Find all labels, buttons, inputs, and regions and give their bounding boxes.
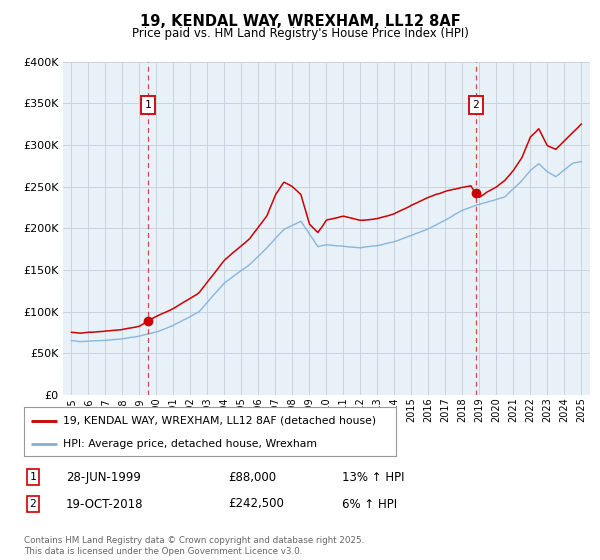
Text: 13% ↑ HPI: 13% ↑ HPI (342, 470, 404, 484)
Text: 6% ↑ HPI: 6% ↑ HPI (342, 497, 397, 511)
Text: 1: 1 (145, 100, 151, 110)
Text: 2: 2 (473, 100, 479, 110)
Text: Price paid vs. HM Land Registry's House Price Index (HPI): Price paid vs. HM Land Registry's House … (131, 27, 469, 40)
Text: 28-JUN-1999: 28-JUN-1999 (66, 470, 141, 484)
Text: 1: 1 (29, 472, 37, 482)
Text: 2: 2 (29, 499, 37, 509)
Text: HPI: Average price, detached house, Wrexham: HPI: Average price, detached house, Wrex… (63, 438, 317, 449)
Text: 19-OCT-2018: 19-OCT-2018 (66, 497, 143, 511)
Text: 19, KENDAL WAY, WREXHAM, LL12 8AF: 19, KENDAL WAY, WREXHAM, LL12 8AF (140, 14, 460, 29)
Text: £242,500: £242,500 (228, 497, 284, 511)
Text: 19, KENDAL WAY, WREXHAM, LL12 8AF (detached house): 19, KENDAL WAY, WREXHAM, LL12 8AF (detac… (63, 416, 376, 426)
Text: Contains HM Land Registry data © Crown copyright and database right 2025.
This d: Contains HM Land Registry data © Crown c… (24, 536, 364, 556)
Text: £88,000: £88,000 (228, 470, 276, 484)
